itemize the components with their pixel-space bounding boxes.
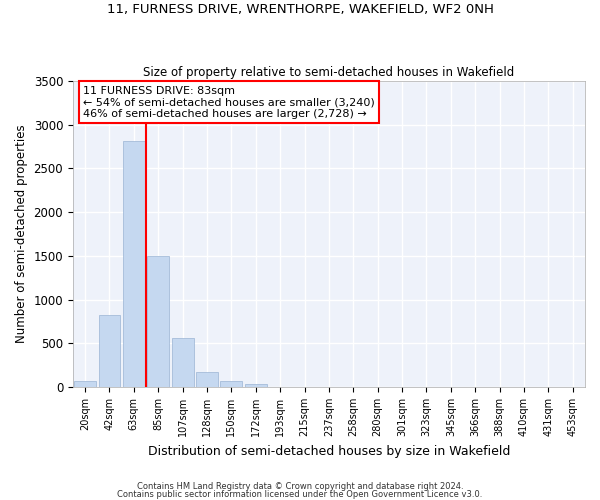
Bar bbox=[172, 338, 194, 387]
Title: Size of property relative to semi-detached houses in Wakefield: Size of property relative to semi-detach… bbox=[143, 66, 515, 78]
Bar bbox=[245, 384, 267, 387]
Bar bbox=[74, 381, 96, 387]
Text: Contains HM Land Registry data © Crown copyright and database right 2024.: Contains HM Land Registry data © Crown c… bbox=[137, 482, 463, 491]
X-axis label: Distribution of semi-detached houses by size in Wakefield: Distribution of semi-detached houses by … bbox=[148, 444, 510, 458]
Bar bbox=[196, 372, 218, 387]
Y-axis label: Number of semi-detached properties: Number of semi-detached properties bbox=[15, 125, 28, 344]
Text: 11, FURNESS DRIVE, WRENTHORPE, WAKEFIELD, WF2 0NH: 11, FURNESS DRIVE, WRENTHORPE, WAKEFIELD… bbox=[107, 2, 493, 16]
Bar bbox=[147, 256, 169, 387]
Bar bbox=[123, 140, 145, 387]
Text: 11 FURNESS DRIVE: 83sqm
← 54% of semi-detached houses are smaller (3,240)
46% of: 11 FURNESS DRIVE: 83sqm ← 54% of semi-de… bbox=[83, 86, 375, 119]
Bar bbox=[220, 382, 242, 387]
Bar bbox=[98, 316, 121, 387]
Text: Contains public sector information licensed under the Open Government Licence v3: Contains public sector information licen… bbox=[118, 490, 482, 499]
